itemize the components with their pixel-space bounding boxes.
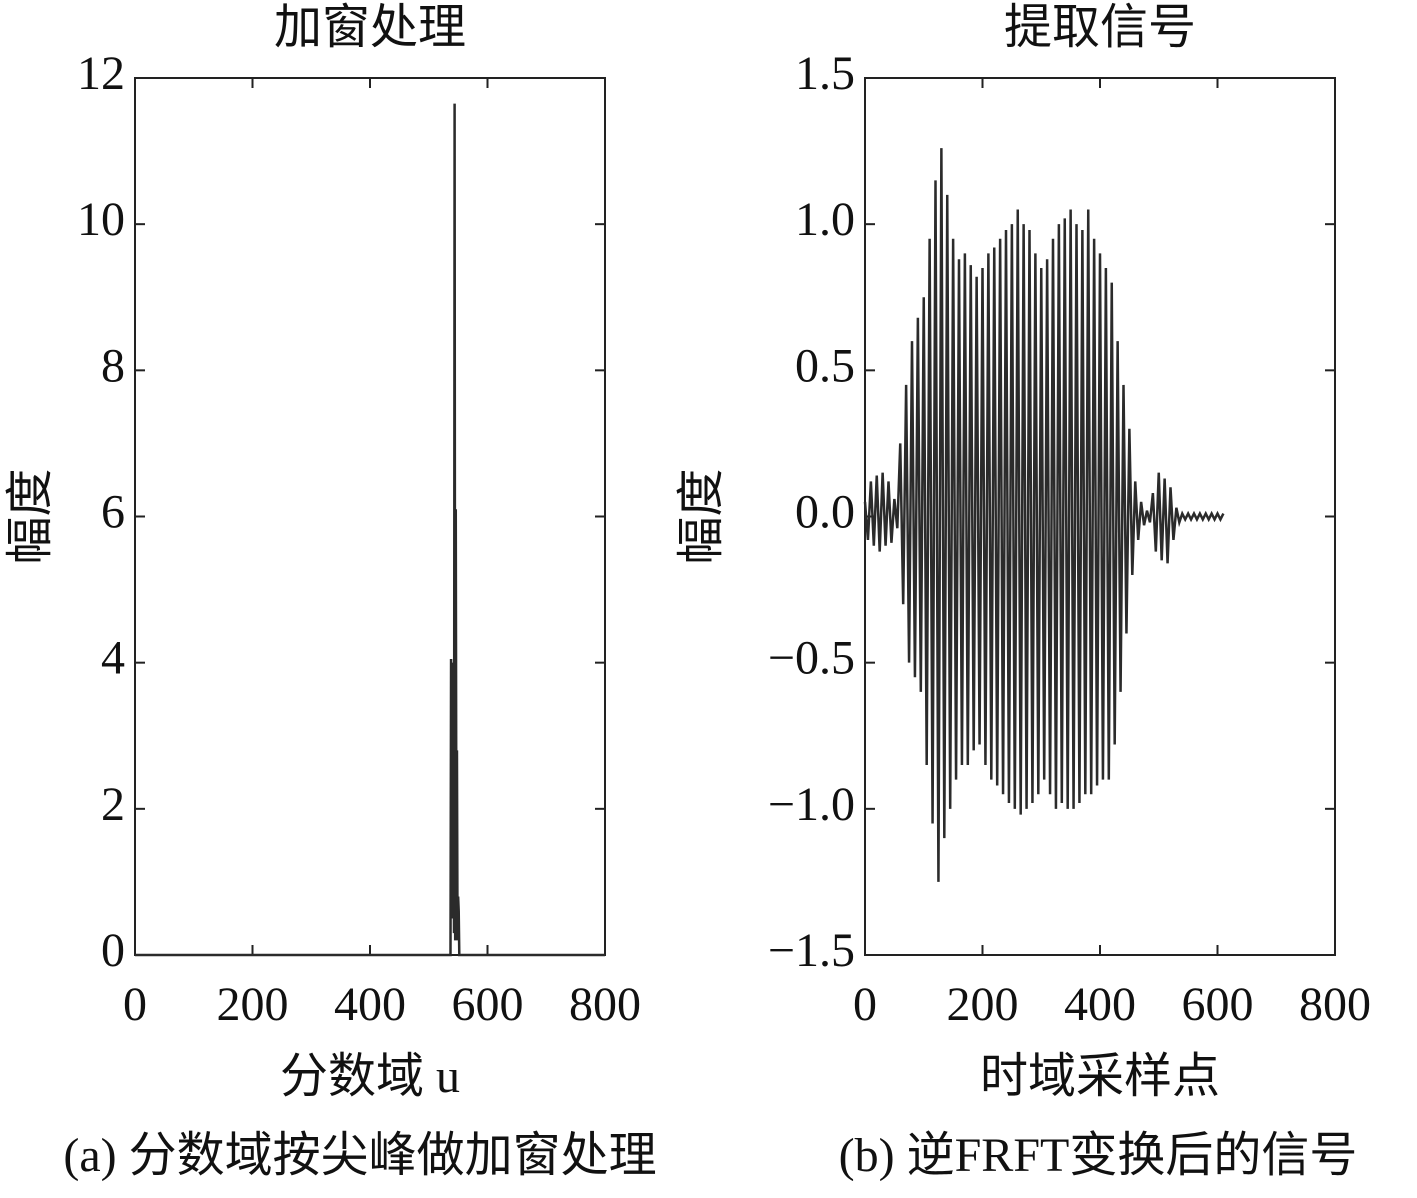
y-tick-label: −1.5 bbox=[768, 924, 855, 977]
caption: (a) 分数域按尖峰做加窗处理 bbox=[63, 1129, 656, 1182]
x-tick-label: 0 bbox=[123, 978, 147, 1031]
x-tick-label: 600 bbox=[1182, 978, 1254, 1031]
y-tick-label: 8 bbox=[101, 339, 125, 392]
y-tick-label: 0.0 bbox=[795, 486, 855, 539]
y-tick-label: 1.5 bbox=[795, 47, 855, 100]
y-tick-label: 0.5 bbox=[795, 339, 855, 392]
y-tick-label: −1.0 bbox=[768, 778, 855, 831]
y-tick-label: 6 bbox=[101, 486, 125, 539]
x-axis-label: 时域采样点 bbox=[980, 1050, 1220, 1103]
x-tick-label: 800 bbox=[569, 978, 641, 1031]
y-tick-label: 0 bbox=[101, 924, 125, 977]
x-tick-label: 800 bbox=[1299, 978, 1371, 1031]
y-tick-label: 12 bbox=[77, 47, 125, 100]
y-tick-label: 1.0 bbox=[795, 193, 855, 246]
chart-title: 提取信号 bbox=[1004, 1, 1196, 54]
x-tick-label: 400 bbox=[1064, 978, 1136, 1031]
y-tick-label: 4 bbox=[101, 632, 125, 685]
y-tick-label: −0.5 bbox=[768, 632, 855, 685]
caption: (b) 逆FRFT变换后的信号 bbox=[839, 1129, 1358, 1182]
x-tick-label: 200 bbox=[947, 978, 1019, 1031]
x-tick-label: 0 bbox=[853, 978, 877, 1031]
y-tick-label: 10 bbox=[77, 193, 125, 246]
plot-frame bbox=[134, 77, 606, 956]
x-tick-label: 200 bbox=[217, 978, 289, 1031]
x-tick-label: 600 bbox=[452, 978, 524, 1031]
x-axis-label: 分数域 u bbox=[280, 1050, 460, 1103]
signal-line bbox=[135, 103, 605, 957]
y-axis-label: 幅度 bbox=[4, 468, 57, 564]
y-tick-label: 2 bbox=[101, 778, 125, 831]
chart-title: 加窗处理 bbox=[274, 1, 466, 54]
x-tick-label: 400 bbox=[334, 978, 406, 1031]
signal-line bbox=[863, 148, 1225, 882]
y-axis-label: 幅度 bbox=[675, 468, 728, 564]
